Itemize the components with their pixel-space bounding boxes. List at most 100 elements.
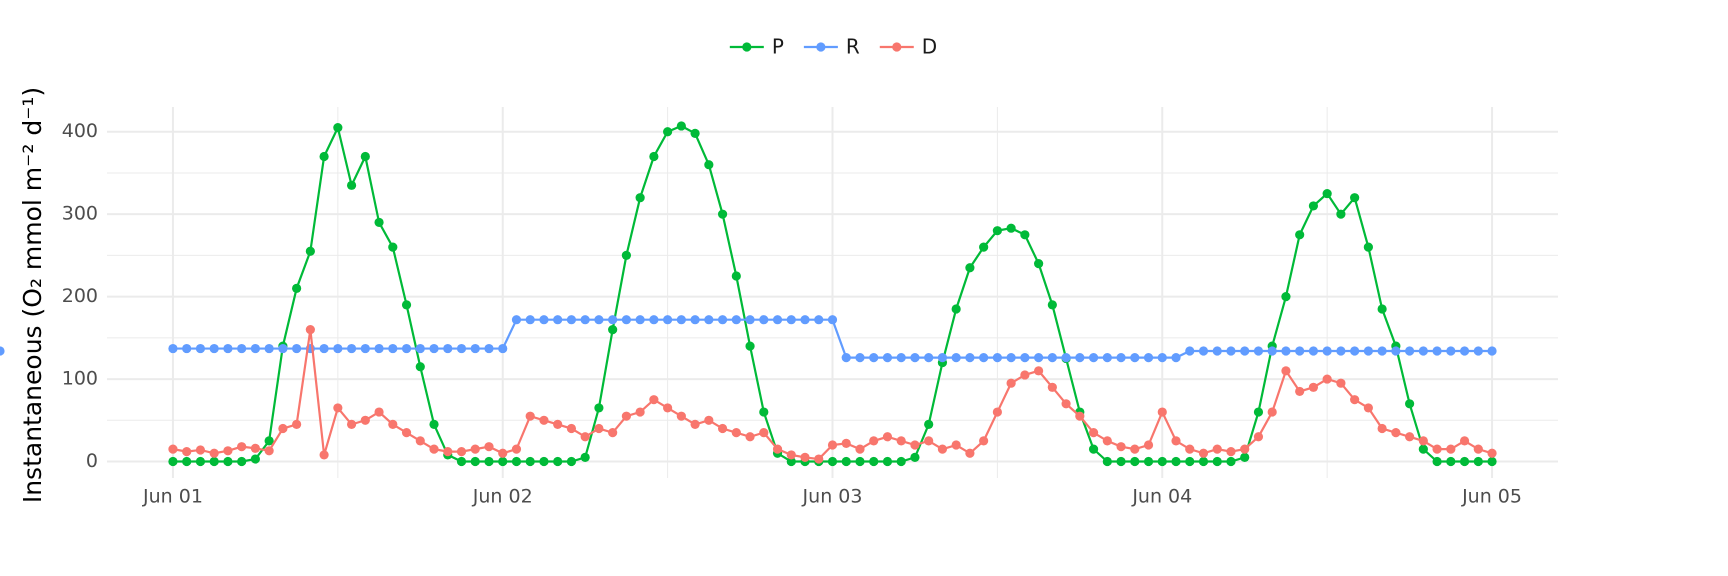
data-point xyxy=(690,128,700,138)
data-point xyxy=(594,423,604,434)
data-point xyxy=(676,121,686,131)
data-point xyxy=(1336,209,1346,219)
data-point xyxy=(1432,444,1442,454)
data-point xyxy=(717,209,728,219)
data-point xyxy=(1308,346,1319,356)
data-point xyxy=(539,315,549,325)
data-point xyxy=(937,444,948,454)
data-point xyxy=(1198,456,1209,467)
data-point xyxy=(223,446,233,456)
data-point xyxy=(1295,346,1305,356)
data-point xyxy=(346,180,357,190)
data-point xyxy=(566,423,577,434)
data-point xyxy=(827,440,838,450)
data-point xyxy=(525,456,535,467)
data-point xyxy=(470,343,480,354)
x-tick-label: Jun 05 xyxy=(1461,486,1522,508)
data-point xyxy=(800,452,810,462)
data-point xyxy=(910,452,920,462)
data-point xyxy=(1020,353,1030,363)
data-point xyxy=(635,315,645,325)
data-point xyxy=(1446,456,1456,467)
data-point xyxy=(456,343,467,354)
data-point xyxy=(1061,353,1071,363)
data-point xyxy=(924,353,934,363)
data-point xyxy=(1171,353,1181,363)
data-point xyxy=(1075,411,1085,421)
data-point xyxy=(1034,353,1044,363)
data-point xyxy=(1116,456,1126,467)
data-point xyxy=(319,343,329,354)
data-point xyxy=(209,448,219,458)
data-point xyxy=(278,423,288,434)
data-point xyxy=(676,411,686,421)
data-point xyxy=(1308,382,1319,392)
data-point xyxy=(841,456,851,467)
data-point xyxy=(704,315,714,325)
data-point xyxy=(1350,193,1360,203)
data-point xyxy=(1226,456,1236,467)
data-point xyxy=(1473,346,1483,356)
data-point xyxy=(1308,201,1319,211)
data-point xyxy=(1363,346,1373,356)
data-point xyxy=(360,151,370,162)
data-point xyxy=(1281,366,1291,376)
legend-key-point xyxy=(742,42,752,52)
data-point xyxy=(525,315,535,325)
data-point xyxy=(855,456,865,467)
data-point xyxy=(209,456,219,467)
data-point xyxy=(511,456,522,467)
data-point xyxy=(1212,444,1222,454)
data-point xyxy=(882,456,893,467)
data-point xyxy=(374,343,384,354)
y-tick-label: 200 xyxy=(62,285,98,307)
data-point xyxy=(772,315,783,325)
data-point xyxy=(553,315,563,325)
data-point xyxy=(1130,456,1140,467)
data-point xyxy=(456,456,467,467)
data-point xyxy=(1487,346,1497,356)
data-point xyxy=(1226,346,1236,356)
data-point xyxy=(498,343,508,354)
y-tick-label: 100 xyxy=(62,368,98,390)
data-point xyxy=(951,353,961,363)
data-point xyxy=(333,123,343,133)
data-point xyxy=(621,250,631,260)
series xyxy=(168,121,1497,467)
data-point xyxy=(1212,456,1222,467)
y-axis-label: Instantaneous (O₂ mmol m⁻² d⁻¹) xyxy=(18,87,47,503)
data-point xyxy=(374,407,384,417)
data-point xyxy=(1281,346,1291,356)
data-point xyxy=(676,315,686,325)
data-point xyxy=(869,456,879,467)
data-point xyxy=(319,151,329,162)
data-point xyxy=(1418,346,1428,356)
data-point xyxy=(1377,423,1387,434)
data-point xyxy=(1034,366,1044,376)
data-point xyxy=(415,436,425,446)
data-point xyxy=(1006,353,1016,363)
data-point xyxy=(223,456,233,467)
data-point xyxy=(1473,456,1483,467)
data-point xyxy=(951,304,961,314)
x-tick-label: Jun 01 xyxy=(142,486,203,508)
data-point xyxy=(1075,353,1085,363)
data-point xyxy=(498,456,508,467)
data-point xyxy=(827,456,838,467)
data-point xyxy=(1006,223,1016,233)
data-point xyxy=(1267,407,1277,417)
data-point xyxy=(717,423,728,434)
data-point xyxy=(745,315,755,325)
data-point xyxy=(1418,436,1428,446)
data-point xyxy=(1006,378,1016,388)
y-tick-label: 300 xyxy=(62,203,98,225)
data-point xyxy=(1116,442,1126,452)
data-point xyxy=(882,432,893,442)
data-point xyxy=(539,456,549,467)
data-point xyxy=(1405,346,1415,356)
data-point xyxy=(388,242,398,252)
data-point xyxy=(1336,346,1346,356)
data-point xyxy=(731,315,741,325)
data-point xyxy=(759,407,769,417)
